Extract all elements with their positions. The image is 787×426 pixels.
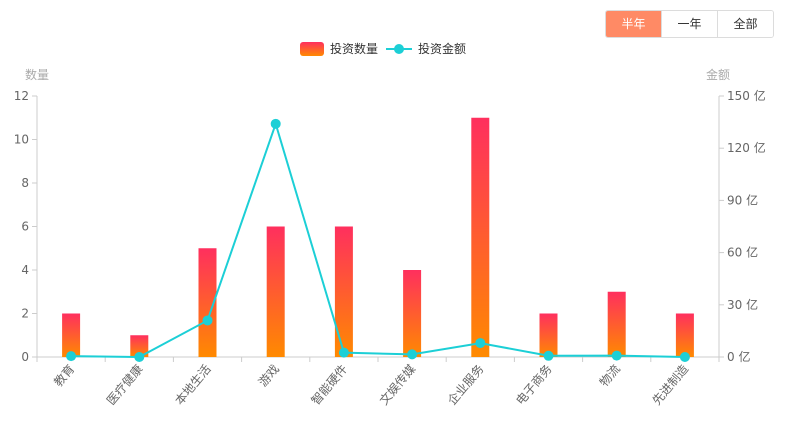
legend-bar-label: 投资数量 — [330, 41, 378, 56]
x-tick-label: 电子商务 — [512, 361, 554, 407]
line-point — [407, 349, 418, 360]
y-left-tick-label: 12 — [14, 89, 29, 103]
x-tick-label: 文娱传媒 — [376, 361, 418, 407]
y-left-tick-label: 2 — [21, 307, 29, 321]
line-point — [270, 118, 281, 129]
y-left-tick-label: 0 — [21, 350, 29, 364]
time-range-toggle: 半年 一年 全部 — [605, 10, 774, 38]
line-point — [202, 315, 213, 326]
x-tick-label: 企业服务 — [444, 361, 486, 407]
y-right-tick-label: 150 亿 — [727, 88, 766, 103]
x-tick-label: 智能硬件 — [308, 361, 350, 407]
line-series — [66, 118, 690, 362]
y-right-ticks: 0 亿 30 亿 60 亿 90 亿 120 亿 150 亿 — [719, 88, 766, 364]
legend-line-label: 投资金额 — [418, 41, 466, 56]
bar — [403, 270, 422, 357]
amount-line — [71, 120, 685, 359]
legend-item-bar[interactable]: 投资数量 — [300, 41, 378, 56]
bar-series — [62, 117, 694, 357]
x-tick-label: 先进制造 — [650, 362, 692, 408]
legend: 投资数量 投资金额 — [300, 41, 466, 56]
y-right-tick-label: 0 亿 — [727, 349, 750, 364]
line-point — [338, 347, 349, 358]
y-left-ticks: 0 2 4 6 8 10 12 — [14, 89, 37, 364]
y-right-axis-name: 金额 — [706, 67, 730, 82]
y-right-tick-label: 30 亿 — [727, 297, 758, 312]
bar — [62, 313, 81, 357]
line-point — [66, 351, 77, 362]
bar — [471, 117, 490, 357]
y-right-tick-label: 90 亿 — [727, 192, 758, 207]
bar — [334, 226, 353, 357]
bar — [675, 313, 694, 357]
bar — [539, 313, 558, 357]
legend-item-line[interactable]: 投资金额 — [386, 41, 466, 56]
bar — [266, 226, 285, 357]
line-point — [611, 350, 622, 361]
line-point — [679, 352, 690, 362]
y-left-axis-name: 数量 — [25, 67, 49, 82]
y-left-tick-label: 8 — [21, 176, 29, 190]
bar — [130, 335, 149, 357]
y-right-tick-label: 120 亿 — [727, 140, 766, 155]
x-tick-label: 医疗健康 — [103, 361, 145, 407]
y-right-tick-label: 60 亿 — [727, 245, 758, 260]
legend-line-marker — [394, 44, 404, 54]
line-point — [134, 352, 145, 362]
y-left-tick-label: 10 — [14, 133, 29, 147]
bar — [198, 248, 217, 357]
x-tick-label: 游戏 — [256, 362, 282, 389]
y-left-tick-label: 6 — [21, 220, 29, 234]
bar — [607, 291, 626, 357]
range-one-year-button[interactable]: 一年 — [661, 11, 717, 37]
range-all-button[interactable]: 全部 — [717, 11, 773, 37]
line-point — [543, 350, 554, 361]
legend-bar-swatch — [300, 42, 324, 56]
x-tick-label: 教育 — [50, 361, 77, 389]
range-half-year-button[interactable]: 半年 — [606, 11, 661, 37]
x-tick-label: 物流 — [597, 362, 623, 389]
x-tick-label: 本地生活 — [172, 362, 214, 408]
line-point — [475, 338, 486, 349]
x-ticks: 教育 医疗健康 本地生活 游戏 智能硬件 文娱传媒 企业服务 电子商务 物流 先进制造 — [36, 357, 720, 408]
y-left-tick-label: 4 — [21, 263, 29, 277]
